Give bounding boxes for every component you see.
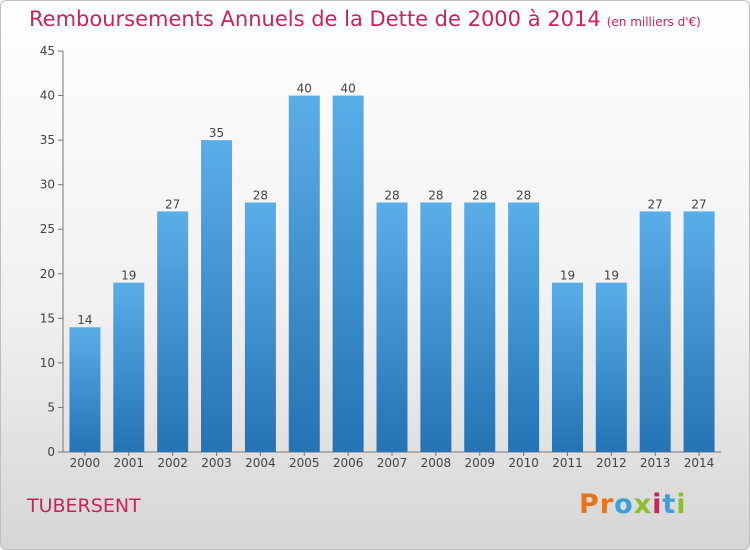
proxiti-logo: Proxiti: [579, 489, 687, 520]
chart-title: Remboursements Annuels de la Dette de 20…: [29, 7, 701, 31]
bar-value-label: 35: [209, 126, 224, 140]
x-tick-label: 2003: [201, 456, 232, 470]
bar: [69, 327, 101, 452]
x-tick-label: 2010: [508, 456, 539, 470]
logo-letter: i: [676, 489, 687, 520]
x-tick-label: 2014: [684, 456, 715, 470]
bar: [113, 282, 145, 452]
x-tick-label: 2002: [157, 456, 188, 470]
bar-value-label: 28: [472, 188, 487, 202]
bar-value-label: 27: [165, 197, 180, 211]
logo-letter: o: [614, 489, 634, 520]
y-tick-label: 5: [47, 400, 55, 414]
bar-value-label: 27: [648, 197, 663, 211]
x-tick-label: 2000: [70, 456, 101, 470]
bar-value-label: 28: [384, 188, 399, 202]
x-tick-label: 2001: [114, 456, 145, 470]
x-tick-label: 2011: [552, 456, 583, 470]
bar: [639, 211, 671, 452]
x-tick-label: 2006: [333, 456, 364, 470]
bar: [420, 202, 452, 452]
bar-value-label: 27: [691, 197, 706, 211]
value-labels: 14 19 27 35 28 40 40 28 28 28 28 19 19 27 27: [77, 82, 706, 328]
chart-title-text: Remboursements Annuels de la Dette de 20…: [29, 7, 601, 31]
y-tick-label: 25: [40, 222, 55, 236]
bar: [201, 140, 233, 452]
y-tick-label: 0: [47, 445, 55, 459]
logo-letter: t: [662, 489, 677, 520]
y-tick-label: 45: [40, 44, 55, 58]
bars: [69, 95, 715, 453]
bar-value-label: 19: [604, 269, 619, 283]
x-tick-label: 2012: [596, 456, 627, 470]
commune-name: TUBERSENT: [27, 495, 141, 517]
logo-letter: i: [652, 489, 663, 520]
y-tick-label: 15: [40, 311, 55, 325]
y-tick-label: 20: [40, 267, 55, 281]
bar: [508, 202, 540, 452]
x-tick-label: 2009: [464, 456, 495, 470]
bar: [551, 282, 583, 452]
bar: [376, 202, 408, 452]
y-tick-label: 35: [40, 133, 55, 147]
bar: [683, 211, 715, 452]
x-tick-label: 2007: [377, 456, 408, 470]
bar: [332, 95, 364, 453]
bar-value-label: 19: [560, 269, 575, 283]
y-tick-label: 10: [40, 356, 55, 370]
bar: [244, 202, 276, 452]
x-tick-label: 2008: [421, 456, 452, 470]
bar: [464, 202, 496, 452]
bar-value-label: 14: [77, 313, 92, 327]
x-tick-label: 2013: [640, 456, 671, 470]
logo-letter: x: [633, 489, 653, 520]
x-tick-label: 2005: [289, 456, 320, 470]
bar: [288, 95, 320, 453]
bar: [595, 282, 627, 452]
y-tick-label: 40: [40, 89, 55, 103]
axes: 0 5 10 15 20 25 30 35 40 45 2000 2001 2002 2003 2004 20…: [40, 44, 721, 470]
logo-letter: r: [599, 489, 615, 520]
bar: [157, 211, 189, 452]
x-tick-label: 2004: [245, 456, 276, 470]
bar-value-label: 28: [253, 188, 268, 202]
bar-value-label: 40: [297, 82, 312, 96]
bar-value-label: 40: [340, 82, 355, 96]
bar-value-label: 19: [121, 269, 136, 283]
logo-letter: P: [579, 489, 600, 520]
bar-value-label: 28: [428, 188, 443, 202]
chart-subtitle: (en milliers d'€): [606, 15, 701, 29]
y-tick-label: 30: [40, 178, 55, 192]
bar-value-label: 28: [516, 188, 531, 202]
